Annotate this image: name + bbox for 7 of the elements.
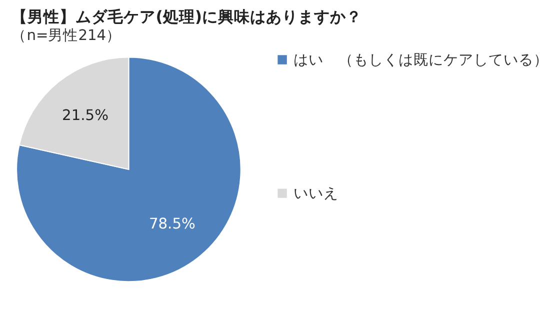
pie-slice	[16, 56, 242, 282]
chart-title: 【男性】ムダ毛ケア(処理)に興味はありますか？	[12, 8, 362, 26]
chart-subtitle: （n=男性214）	[12, 26, 122, 44]
legend-label: はい （もしくは既にケアしている）	[293, 52, 547, 69]
data-label: 78.5%	[148, 216, 196, 233]
legend-label: いいえ	[293, 185, 338, 202]
data-label: 21.5%	[62, 107, 109, 124]
